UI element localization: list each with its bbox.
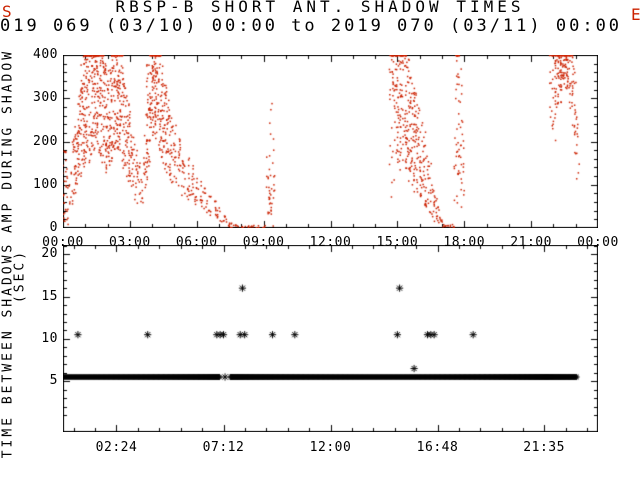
tick-label: 00:00 [577,235,619,250]
tick-label: 00:00 [42,235,84,250]
tick-label: 18:00 [443,235,486,250]
top-panel-scatter-canvas [63,55,598,228]
tick-label: 200 [33,133,58,149]
tick-label: 300 [33,90,58,106]
tick-label: 12:00 [309,440,352,455]
chart-title: RBSP-B SHORT ANT. SHADOW TIMES [115,0,525,16]
tick-label: 15:00 [376,235,419,250]
bottom-panel-scatter-canvas [63,245,598,432]
tick-label: 09:00 [242,235,285,250]
tick-label: 100 [33,176,58,192]
red-corner-fragment-left: S [2,2,12,21]
tick-label: 21:00 [510,235,552,250]
red-corner-fragment-right: E [631,5,640,24]
tick-label: 5 [49,373,58,389]
tick-label: 0 [49,220,58,235]
tick-label: 02:24 [95,440,138,455]
tick-label: 16:48 [416,440,459,455]
tick-label: 07:12 [202,440,245,455]
tick-label: 06:00 [175,235,218,250]
tick-label: 400 [33,47,58,62]
chart-subtitle: 019 069 (03/10) 00:00 to 2019 070 (03/11… [0,16,623,36]
tick-label: 20 [41,246,58,262]
tick-label: 03:00 [109,235,151,250]
tick-label: 21:35 [523,440,565,455]
tick-label: 12:00 [309,235,352,250]
tick-label: 15 [41,288,58,304]
tick-label: 10 [41,330,58,346]
